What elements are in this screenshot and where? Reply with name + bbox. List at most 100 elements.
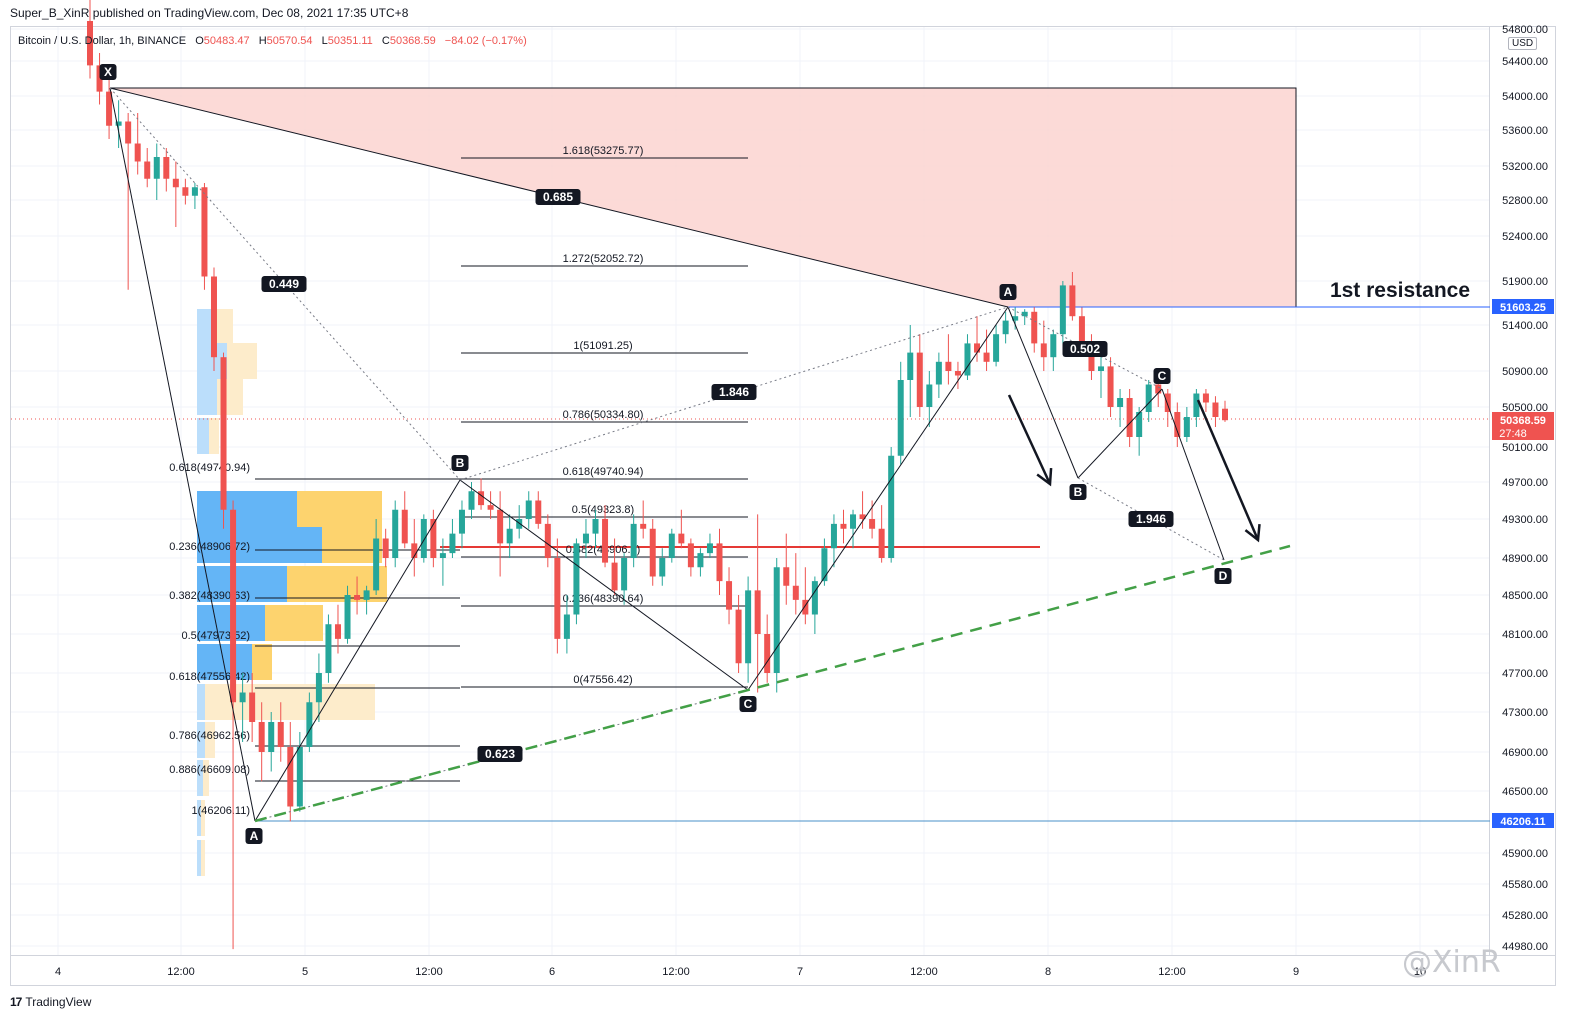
candle-body [611, 562, 618, 591]
candle-body [210, 276, 217, 358]
volume-profile-bar [201, 840, 205, 876]
candle-body [506, 528, 513, 544]
watermark: @XinR [1402, 945, 1501, 980]
pattern-leg [254, 479, 461, 822]
pattern-point-a-text: A [250, 829, 259, 843]
fib-right-label: 1.272(52052.72) [563, 253, 644, 265]
candle-body [964, 343, 971, 376]
candle-body [1107, 366, 1114, 407]
volume-profile-bar [203, 760, 209, 796]
volume-profile-bar [265, 605, 323, 641]
ratio-label [477, 746, 523, 762]
candle-body [687, 543, 694, 568]
candle-body [869, 519, 876, 529]
volume-profile-bar [197, 840, 201, 876]
candle-body [373, 538, 380, 591]
x-tick-label: 4 [55, 966, 61, 978]
candle-body [249, 692, 256, 722]
fib-right-label: 1.618(53275.77) [563, 145, 644, 157]
candle-body [544, 523, 551, 558]
tradingview-logo[interactable]: 17 TradingView [10, 995, 91, 1009]
candle-body [163, 157, 170, 179]
candle-body [897, 380, 904, 456]
candle-body [888, 455, 895, 558]
candle-body [1136, 412, 1143, 437]
y-tick-label: 46500.00 [1502, 786, 1548, 798]
candle-body [602, 519, 609, 563]
candle-body [554, 558, 561, 639]
candle-body [401, 509, 408, 544]
candle-body [859, 514, 866, 519]
x-tick-label: 12:00 [415, 966, 443, 978]
change-value: −84.02 (−0.17%) [444, 35, 527, 47]
candle-body [668, 533, 675, 558]
candle-body [1059, 285, 1066, 335]
ratio-label [261, 276, 307, 292]
x-tick-label: 9 [1293, 966, 1299, 978]
candle-body [1050, 334, 1057, 358]
fib-right-label: 1(51091.25) [573, 340, 632, 352]
fib-left-label: 1(46206.11) [191, 805, 250, 817]
y-tick-label: 49700.00 [1502, 477, 1548, 489]
candle-body [1098, 366, 1105, 371]
pattern-point-b [1069, 484, 1087, 500]
y-tick-label: 48500.00 [1502, 590, 1548, 602]
candle-body [1212, 402, 1219, 417]
pattern-point-d-text: D [1219, 569, 1228, 583]
candle-body [1117, 398, 1124, 407]
open-value: 50483.47 [203, 35, 250, 47]
candle-body [525, 500, 532, 519]
chart-pane[interactable] [10, 26, 1490, 956]
uptrend-line [254, 544, 1291, 823]
candle-body [926, 384, 933, 407]
x-tick-label: 12:00 [1158, 966, 1186, 978]
currency-button[interactable]: USD [1508, 37, 1538, 50]
symbol-name: Bitcoin / U.S. Dollar, 1h, BINANCE [18, 35, 187, 47]
fib-right-label: 0.786(50334.80) [563, 409, 644, 421]
pattern-point-c [1153, 368, 1171, 384]
candle-body [468, 491, 475, 510]
candle-body [230, 509, 237, 703]
candle-body [144, 161, 151, 179]
candle-body [1193, 393, 1200, 417]
candle-body [201, 187, 208, 277]
candle-body [411, 543, 418, 558]
time-axis[interactable] [10, 956, 1556, 986]
candle-body [935, 361, 942, 385]
symbol-header: Bitcoin / U.S. Dollar, 1h, BINANCE O5048… [18, 35, 527, 47]
candle-body [1002, 320, 1009, 335]
candle-body [306, 702, 313, 747]
fib-left-label: 0.382(48390.63) [169, 590, 250, 602]
candle-body [745, 590, 752, 664]
candle-body [697, 553, 704, 568]
candle-body [458, 509, 465, 534]
candle-body [420, 519, 427, 558]
y-tick-label: 53600.00 [1502, 125, 1548, 137]
pattern-point-c [739, 696, 757, 712]
volume-profile-bar [322, 527, 382, 563]
candle-body [840, 523, 847, 529]
price-label [1492, 299, 1554, 314]
resistance-annotation: 1st resistance [1330, 279, 1470, 302]
tradingview-brand: TradingView [25, 995, 92, 1009]
candle-body [830, 523, 837, 549]
ratio-label-text: 1.846 [719, 385, 749, 399]
ratio-label-text: 0.502 [1070, 342, 1100, 356]
volume-profile-bar [205, 722, 215, 758]
candle-body [258, 722, 265, 752]
volume-profile-bar [252, 644, 272, 680]
price-axis[interactable] [1490, 26, 1556, 956]
volume-profile-bar [197, 527, 322, 563]
x-tick-label: 12:00 [662, 966, 690, 978]
candle-body [792, 585, 799, 600]
x-tick-label: 7 [797, 966, 803, 978]
price-label-text: 46206.11 [1500, 816, 1545, 828]
candle-body [1183, 417, 1190, 437]
candle-body [134, 143, 141, 162]
candle-body [974, 343, 981, 353]
y-tick-label: 54000.00 [1502, 91, 1548, 103]
close-value: 50368.59 [389, 35, 436, 47]
candle-body [106, 91, 113, 126]
pattern-leg [459, 479, 749, 691]
